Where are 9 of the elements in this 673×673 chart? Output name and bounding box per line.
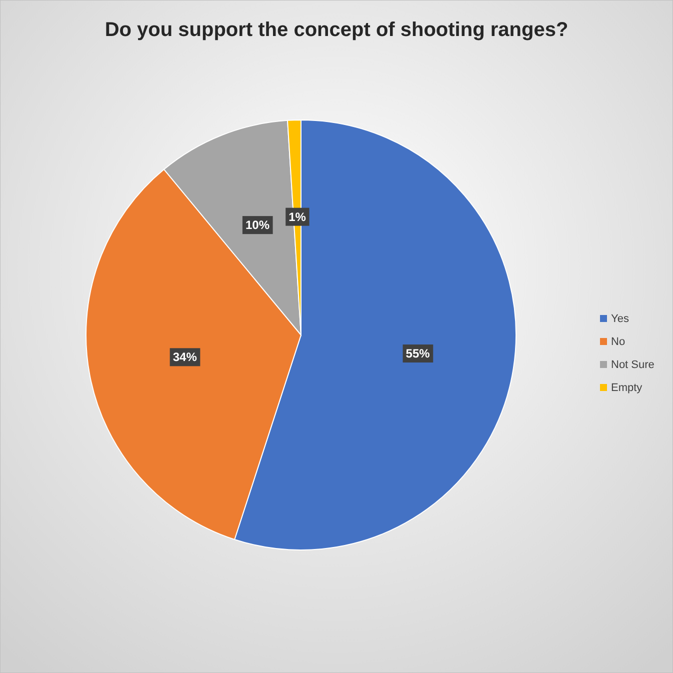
data-label: 34% bbox=[172, 350, 198, 364]
legend-label: No bbox=[611, 336, 626, 348]
slice-label: Yes bbox=[611, 313, 630, 325]
data-label: 10% bbox=[245, 218, 270, 232]
chart-title: Do you support the concept of shooting ranges? bbox=[104, 19, 568, 41]
legend-label: Empty bbox=[611, 382, 643, 394]
data-label: 55% bbox=[406, 346, 430, 360]
data-label: 1% bbox=[288, 210, 306, 224]
legend-label: Not Sure bbox=[611, 359, 654, 371]
